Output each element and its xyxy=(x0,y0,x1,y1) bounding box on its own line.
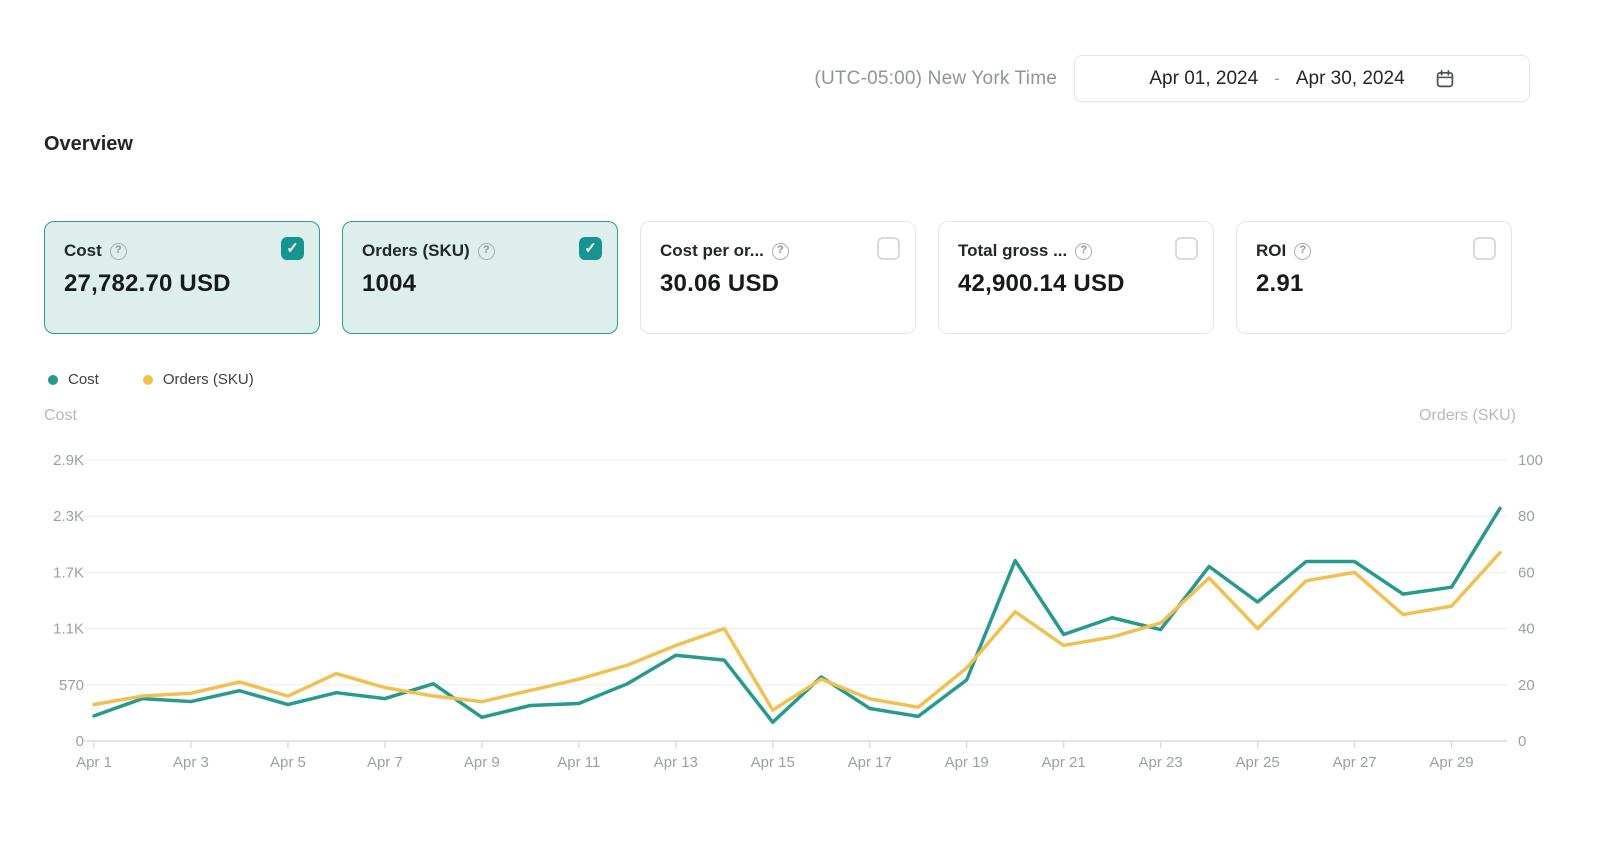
left-axis-tick-label: 1.7K xyxy=(53,564,84,581)
cost-line xyxy=(92,506,1502,725)
date-range-start: Apr 01, 2024 xyxy=(1149,67,1259,89)
page-title: Overview xyxy=(44,133,133,155)
x-axis-label: Apr 1 xyxy=(76,754,112,771)
metric-checkbox-unchecked[interactable] xyxy=(1175,237,1198,260)
right-axis-tick-label: 20 xyxy=(1518,677,1535,694)
metric-value: 30.06 USD xyxy=(660,270,780,297)
x-axis-label: Apr 19 xyxy=(945,754,989,771)
right-axis-tick-label: 80 xyxy=(1518,508,1535,525)
orders-line xyxy=(92,550,1502,712)
left-axis-tick-label: 0 xyxy=(76,733,84,750)
timezone-label: (UTC-05:00) New York Time xyxy=(814,68,1057,89)
legend-label: Orders (SKU) xyxy=(162,371,254,388)
left-axis-tick-label: 2.3K xyxy=(53,508,84,525)
metric-label: Cost xyxy=(64,241,102,260)
legend-item-cost[interactable]: Cost xyxy=(48,371,99,388)
right-axis-title: Orders (SKU) xyxy=(1419,407,1516,424)
left-axis-tick-label: 570 xyxy=(59,677,84,694)
legend-dot-cost xyxy=(48,374,58,385)
x-axis-label: Apr 11 xyxy=(557,754,600,771)
metric-cards-row: Cost 27,782.70 USD Orders (SKU) 1004 Cos… xyxy=(44,221,1512,334)
date-range-picker[interactable]: Apr 01, 2024 - Apr 30, 2024 xyxy=(1074,55,1530,102)
chart-legend: Cost Orders (SKU) xyxy=(48,371,254,388)
left-axis-title: Cost xyxy=(44,407,77,424)
help-icon[interactable] xyxy=(1075,242,1093,260)
x-axis-label: Apr 9 xyxy=(464,754,500,771)
x-axis-label: Apr 21 xyxy=(1042,754,1086,771)
x-axis-label: Apr 27 xyxy=(1332,754,1376,771)
x-axis-label: Apr 3 xyxy=(173,754,209,771)
right-axis-tick-label: 40 xyxy=(1518,621,1535,638)
calendar-icon[interactable] xyxy=(1435,69,1455,89)
right-axis-tick-label: 100 xyxy=(1518,452,1543,469)
metric-label: ROI xyxy=(1256,241,1287,260)
metric-card-cost-per-order[interactable]: Cost per or... 30.06 USD xyxy=(640,221,916,334)
x-axis-label: Apr 15 xyxy=(751,754,795,771)
metric-value: 42,900.14 USD xyxy=(958,270,1125,297)
metric-card-roi[interactable]: ROI 2.91 xyxy=(1236,221,1512,334)
legend-item-orders[interactable]: Orders (SKU) xyxy=(142,371,254,388)
date-range-end: Apr 30, 2024 xyxy=(1295,67,1405,89)
metric-value: 1004 xyxy=(362,270,417,297)
left-axis-tick-label: 1.1K xyxy=(53,621,84,638)
metric-checkbox-unchecked[interactable] xyxy=(1473,237,1496,260)
help-icon[interactable] xyxy=(109,242,127,260)
right-axis-tick-label: 60 xyxy=(1518,564,1535,581)
x-axis-label: Apr 13 xyxy=(654,754,698,771)
x-axis-label: Apr 25 xyxy=(1235,754,1279,771)
metric-value: 2.91 xyxy=(1256,270,1304,297)
metric-checkbox-checked[interactable] xyxy=(281,237,304,260)
help-icon[interactable] xyxy=(477,242,495,260)
x-axis-label: Apr 23 xyxy=(1139,754,1183,771)
dual-axis-line-chart: 0 0 570 20 1.1K 40 1.7K 60 2.3K 80 2.9K 100 Apr 1 Apr… xyxy=(53,452,1543,771)
help-icon[interactable] xyxy=(771,242,789,260)
metric-label: Cost per or... xyxy=(660,241,764,260)
metric-card-cost[interactable]: Cost 27,782.70 USD xyxy=(44,221,320,334)
legend-label: Cost xyxy=(68,371,99,388)
right-axis-tick-label: 0 xyxy=(1518,733,1526,750)
x-axis-label: Apr 7 xyxy=(367,754,403,771)
metric-value: 27,782.70 USD xyxy=(64,270,231,297)
metric-checkbox-checked[interactable] xyxy=(579,237,602,260)
left-axis-tick-label: 2.9K xyxy=(53,452,84,469)
x-axis-label: Apr 5 xyxy=(270,754,306,771)
x-axis-label: Apr 17 xyxy=(848,754,892,771)
metric-label: Orders (SKU) xyxy=(362,241,470,260)
metric-label: Total gross ... xyxy=(958,241,1068,260)
date-range-separator: - xyxy=(1274,68,1280,88)
metric-checkbox-unchecked[interactable] xyxy=(877,237,900,260)
help-icon[interactable] xyxy=(1294,242,1312,260)
metric-card-total-gross[interactable]: Total gross ... 42,900.14 USD xyxy=(938,221,1214,334)
legend-dot-orders xyxy=(142,374,153,385)
x-axis-label: Apr 29 xyxy=(1429,754,1473,771)
metric-card-orders-sku[interactable]: Orders (SKU) 1004 xyxy=(342,221,618,334)
